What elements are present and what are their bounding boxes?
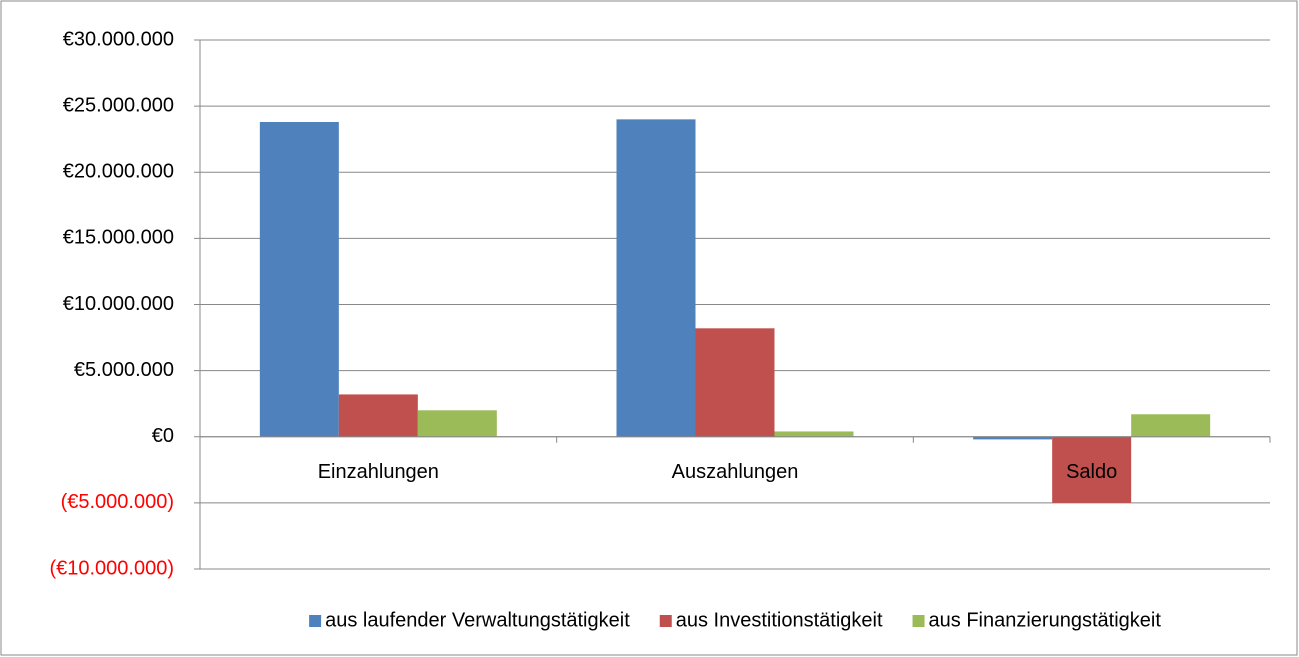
y-tick-label: €20.000.000 (63, 161, 174, 183)
y-tick-label: (€10.000.000) (49, 557, 174, 579)
bar (774, 431, 854, 437)
legend-swatch (309, 615, 322, 627)
legend-label: aus laufender Verwaltungstätigkeit (325, 609, 630, 631)
bar (973, 436, 1053, 440)
y-tick-label: €10.000.000 (63, 293, 174, 315)
bar (1131, 414, 1211, 437)
bar (338, 394, 418, 437)
x-tick-label: Auszahlungen (672, 461, 799, 483)
y-tick-label: €15.000.000 (63, 227, 174, 249)
bar (259, 121, 339, 437)
x-tick-label: Saldo (1066, 461, 1117, 483)
legend-swatch (659, 615, 672, 627)
legend-label: aus Investitionstätigkeit (676, 609, 883, 631)
y-tick-label: €5.000.000 (74, 359, 174, 381)
bar (695, 328, 775, 437)
bar (616, 119, 696, 437)
legend-label: aus Finanzierungstätigkeit (929, 609, 1162, 631)
legend-swatch (912, 615, 925, 627)
y-tick-label: (€5.000.000) (61, 491, 174, 513)
bar (1052, 436, 1132, 503)
y-tick-label: €30.000.000 (63, 28, 174, 50)
y-tick-label: €25.000.000 (63, 94, 174, 116)
x-tick-label: Einzahlungen (318, 461, 439, 483)
y-tick-label: €0 (152, 425, 174, 447)
bar (417, 410, 497, 437)
